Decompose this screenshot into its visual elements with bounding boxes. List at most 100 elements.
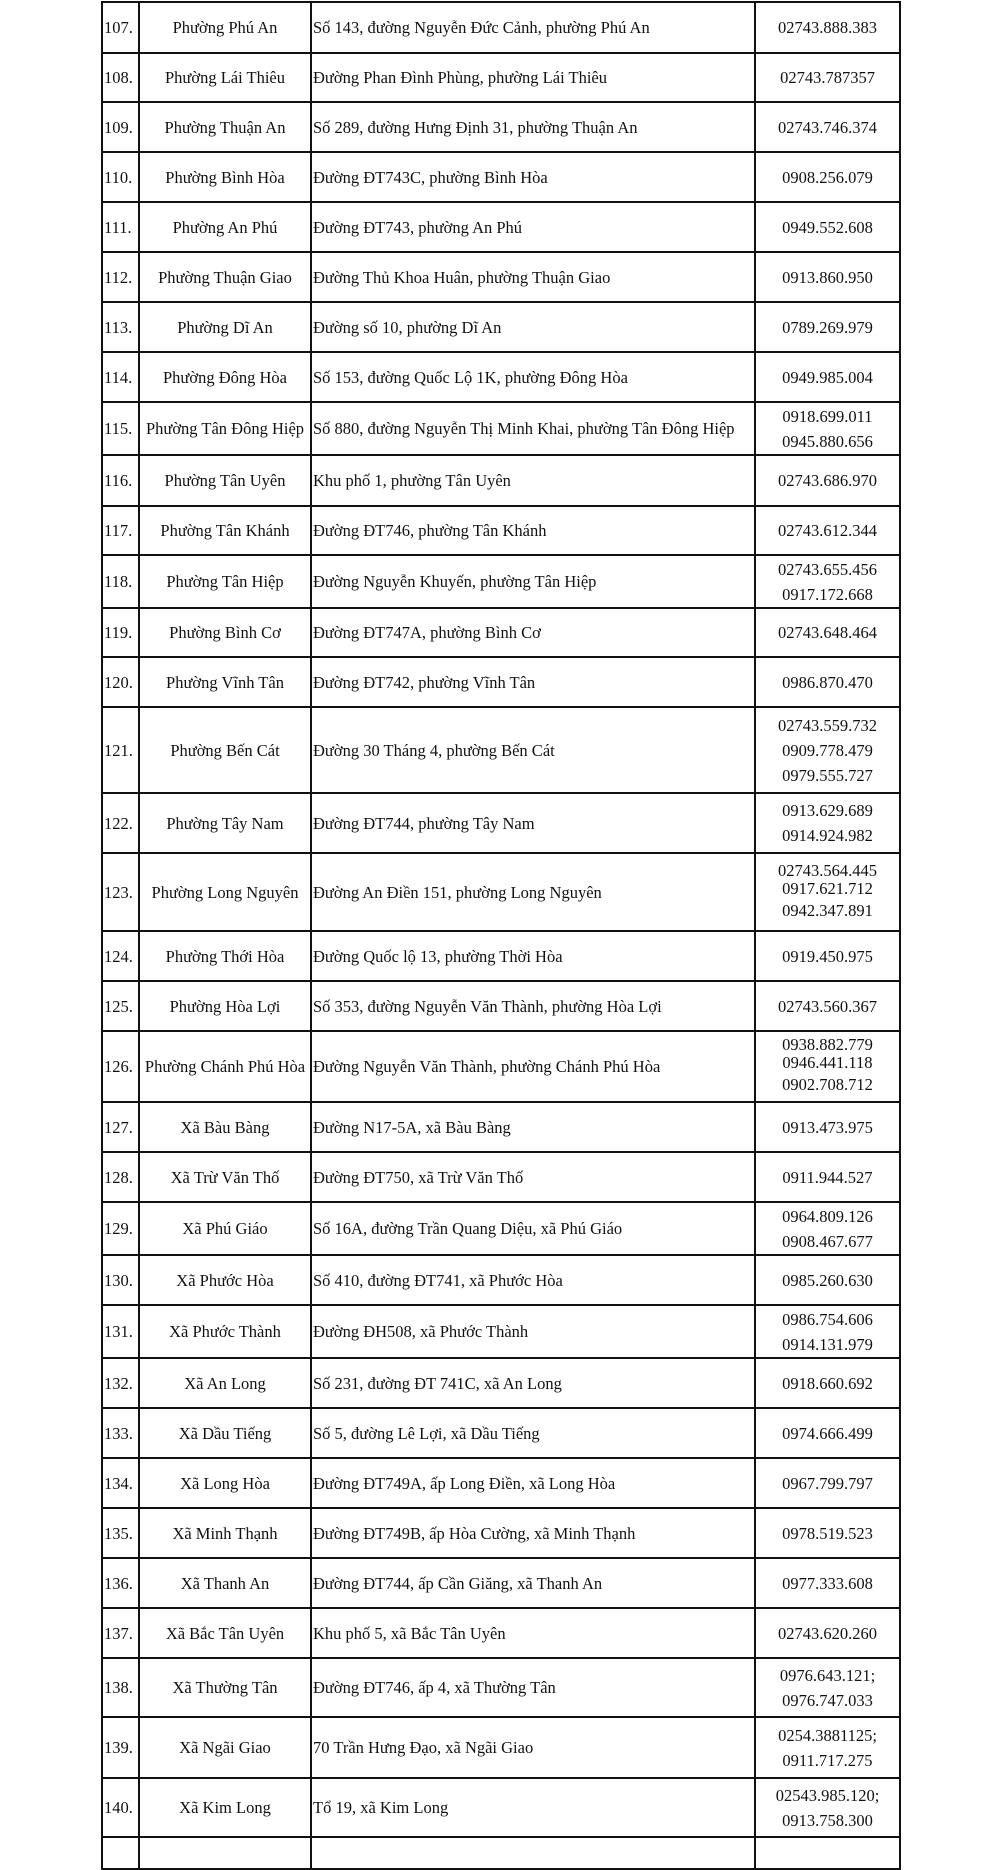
unit-address: Đường An Điền 151, phường Long Nguyên	[310, 852, 756, 932]
phone-cell: 02543.985.120; 0913.758.300	[754, 1777, 901, 1838]
table-row: 136. Xã Thanh An Đường ĐT744, ấp Cần Giăng…	[101, 1557, 901, 1609]
row-number: 132.	[101, 1357, 140, 1409]
table-row-partial	[101, 1836, 901, 1870]
phone-cell: 02743.612.344	[754, 505, 901, 556]
table-row: 125. Phường Hòa Lợi Số 353, đường Nguyễn V…	[101, 980, 901, 1032]
unit-address: Đường ĐT744, phường Tây Nam	[310, 792, 756, 854]
phone-number: 02743.564.445	[778, 860, 877, 880]
unit-address: Đường ĐT743C, phường Bình Hòa	[310, 151, 756, 203]
phone-cell: 0938.882.779 0946.441.118 0902.708.712	[754, 1030, 901, 1103]
unit-address: Số 231, đường ĐT 741C, xã An Long	[310, 1357, 756, 1409]
row-number: 120.	[101, 656, 140, 708]
unit-address: Đường ĐT743, phường An Phú	[310, 201, 756, 253]
row-number: 112.	[101, 251, 140, 303]
phone-number: 02743.560.367	[778, 996, 877, 1016]
phone-number: 0919.450.975	[782, 946, 873, 966]
phone-cell: 0949.552.608	[754, 201, 901, 253]
table-row: 131. Xã Phước Thành Đường ĐH508, xã Phước …	[101, 1304, 901, 1359]
phone-cell: 0918.660.692	[754, 1357, 901, 1409]
row-number: 140.	[101, 1777, 140, 1838]
phone-number: 0976.747.033	[782, 1690, 873, 1710]
phone-number: 0908.256.079	[782, 167, 873, 187]
row-number: 113.	[101, 301, 140, 353]
row-number: 136.	[101, 1557, 140, 1609]
unit-name: Phường Tây Nam	[138, 792, 312, 854]
phone-number: 0909.778.479	[782, 740, 873, 760]
phone-cell: 0976.643.121; 0976.747.033	[754, 1657, 901, 1718]
phone-number: 0946.441.118	[782, 1053, 873, 1072]
unit-address: Đường ĐT749A, ấp Long Điền, xã Long Hòa	[310, 1457, 756, 1509]
phone-cell: 0977.333.608	[754, 1557, 901, 1609]
phone-number: 0967.799.797	[782, 1473, 873, 1493]
phone-number: 0911.944.527	[782, 1167, 873, 1187]
row-number: 116.	[101, 454, 140, 507]
phone-cell: 0986.870.470	[754, 656, 901, 708]
unit-name: Phường Tân Hiệp	[138, 554, 312, 609]
row-number: 123.	[101, 852, 140, 932]
unit-name: Phường Chánh Phú Hòa	[138, 1030, 312, 1103]
unit-address: Số 880, đường Nguyễn Thị Minh Khai, phườ…	[310, 401, 756, 456]
phone-number: 02743.686.970	[778, 471, 877, 490]
table-row: 108. Phường Lái Thiêu Đường Phan Đình Phùn…	[101, 52, 901, 103]
row-number: 126.	[101, 1030, 140, 1103]
phone-number: 0918.660.692	[782, 1373, 873, 1393]
phone-number: 02743.612.344	[778, 521, 877, 540]
unit-name: Phường Tân Khánh	[138, 505, 312, 556]
row-number: 111.	[101, 201, 140, 253]
unit-name: Xã Bắc Tân Uyên	[138, 1607, 312, 1659]
unit-address: Đường ĐT744, ấp Cần Giăng, xã Thanh An	[310, 1557, 756, 1609]
unit-address: Đường 30 Tháng 4, phường Bến Cát	[310, 706, 756, 794]
phone-cell: 0913.860.950	[754, 251, 901, 303]
unit-address: Đường ĐT747A, phường Bình Cơ	[310, 607, 756, 658]
unit-name: Phường Phú An	[138, 1, 312, 54]
phone-number: 0964.809.126	[782, 1206, 873, 1226]
row-number: 138.	[101, 1657, 140, 1718]
table-row: 117. Phường Tân Khánh Đường ĐT746, phường …	[101, 505, 901, 556]
row-number: 137.	[101, 1607, 140, 1659]
table-row: 123. Phường Long Nguyên Đường An Điền 151,…	[101, 852, 901, 932]
phone-number: 0985.260.630	[782, 1270, 873, 1290]
table-row: 113. Phường Dĩ An Đường số 10, phường Dĩ A…	[101, 301, 901, 353]
phone-cell: 02743.560.367	[754, 980, 901, 1032]
phone-cell: 0985.260.630	[754, 1254, 901, 1306]
phone-cell: 0978.519.523	[754, 1507, 901, 1559]
unit-address: Đường số 10, phường Dĩ An	[310, 301, 756, 353]
unit-address: Đường Thủ Khoa Huân, phường Thuận Giao	[310, 251, 756, 303]
unit-address: Đường ĐT742, phường Vĩnh Tân	[310, 656, 756, 708]
phone-number: 0942.347.891	[782, 900, 873, 920]
row-number: 129.	[101, 1201, 140, 1256]
table-row: 110. Phường Bình Hòa Đường ĐT743C, phường …	[101, 151, 901, 203]
phone-number: 0979.555.727	[782, 765, 873, 785]
phone-cell: 02743.559.732 0909.778.479 0979.555.727	[754, 706, 901, 794]
unit-name: Xã Long Hòa	[138, 1457, 312, 1509]
phone-cell: 02743.564.445 0917.621.712 0942.347.891	[754, 852, 901, 932]
unit-name: Xã Kim Long	[138, 1777, 312, 1838]
phone-cell: 0964.809.126 0908.467.677	[754, 1201, 901, 1256]
unit-address: Đường ĐT746, phường Tân Khánh	[310, 505, 756, 556]
phone-number: 02743.620.260	[778, 1623, 877, 1643]
unit-name: Xã An Long	[138, 1357, 312, 1409]
unit-name: Xã Phước Thành	[138, 1304, 312, 1359]
phone-number: 0918.699.011	[782, 406, 873, 426]
phone-cell: 02743.787357	[754, 52, 901, 103]
unit-address: Khu phố 1, phường Tân Uyên	[310, 454, 756, 507]
table-body: 107. Phường Phú An Số 143, đường Nguyễn Đứ…	[101, 1, 901, 1870]
phone-number: 02743.655.456	[778, 559, 877, 579]
unit-address: Số 16A, đường Trần Quang Diệu, xã Phú Gi…	[310, 1201, 756, 1256]
phone-number: 02743.888.383	[778, 18, 877, 37]
table-row: 114. Phường Đông Hòa Số 153, đường Quốc Lộ…	[101, 351, 901, 403]
table-row: 119. Phường Bình Cơ Đường ĐT747A, phường B…	[101, 607, 901, 658]
table-cell	[310, 1836, 756, 1870]
unit-name: Phường Long Nguyên	[138, 852, 312, 932]
unit-name: Phường Tân Uyên	[138, 454, 312, 507]
row-number: 133.	[101, 1407, 140, 1459]
row-number: 114.	[101, 351, 140, 403]
unit-address: Số 410, đường ĐT741, xã Phước Hòa	[310, 1254, 756, 1306]
row-number: 118.	[101, 554, 140, 609]
phone-number: 02543.985.120;	[775, 1785, 880, 1805]
row-number: 108.	[101, 52, 140, 103]
phone-number: 0978.519.523	[782, 1523, 873, 1543]
phone-cell: 02743.655.456 0917.172.668	[754, 554, 901, 609]
phone-number: 0938.882.779	[782, 1035, 873, 1054]
unit-name: Xã Phước Hòa	[138, 1254, 312, 1306]
